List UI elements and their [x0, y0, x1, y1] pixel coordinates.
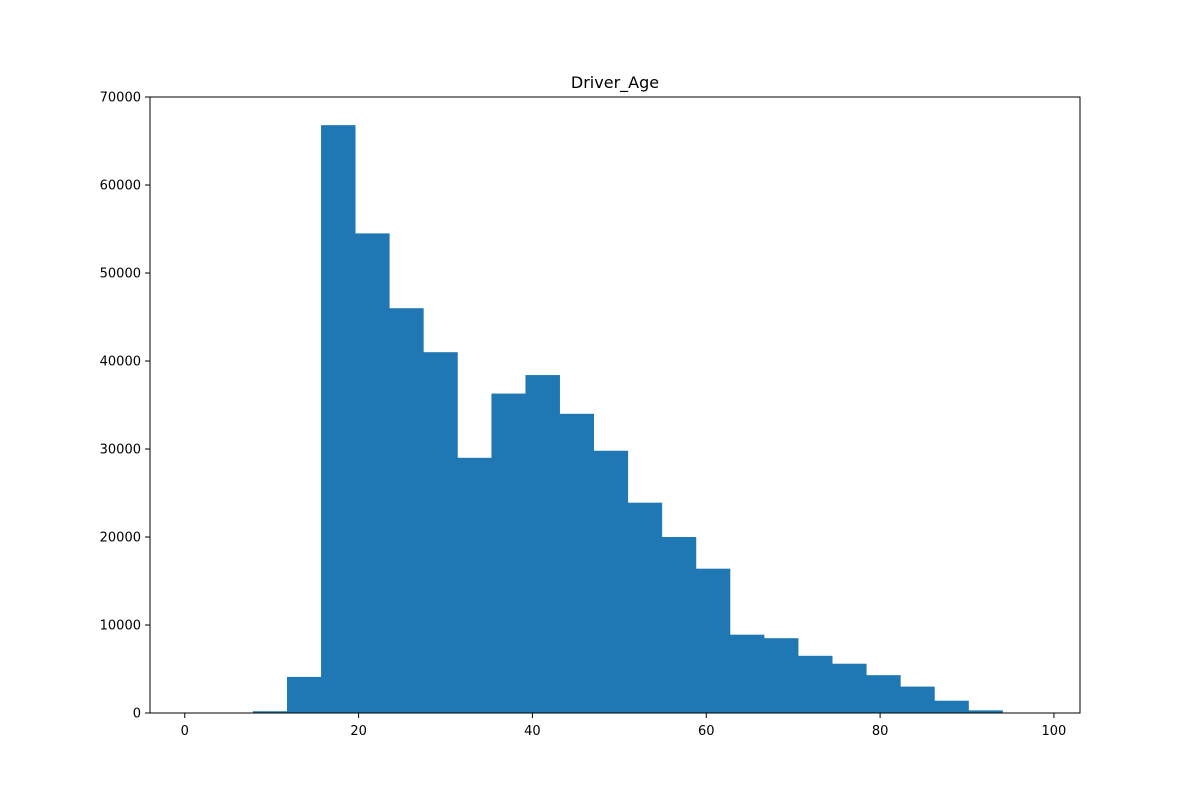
- y-tick-label: 50000: [100, 267, 141, 282]
- y-tick-label: 30000: [100, 443, 141, 458]
- histogram-bar-5: [355, 233, 390, 713]
- bars-group: [252, 125, 1003, 713]
- histogram-bar-23: [968, 710, 1003, 713]
- y-tick-label: 10000: [100, 619, 141, 634]
- histogram-bar-17: [763, 638, 799, 713]
- histogram-bar-13: [627, 502, 663, 713]
- histogram-bar-7: [423, 352, 458, 713]
- histogram-bar-4: [321, 125, 356, 713]
- histogram-bar-12: [593, 450, 629, 713]
- y-tick-label: 40000: [100, 355, 141, 370]
- plot-frame: [149, 96, 1081, 714]
- y-tick-label: 20000: [100, 531, 141, 546]
- histogram-bar-6: [389, 308, 424, 713]
- x-tick-label: 0: [181, 724, 189, 739]
- histogram-bar-15: [695, 568, 731, 713]
- histogram-bar-18: [798, 655, 833, 713]
- histogram-bar-16: [729, 634, 765, 713]
- histogram-bar-20: [866, 675, 901, 713]
- x-axis: 0 20 40 60 80 100: [181, 713, 1067, 739]
- histogram-bar-11: [559, 413, 595, 713]
- histogram-bar-10: [525, 375, 560, 713]
- y-axis: 0 10000 20000 30000 40000 50000 60000 70000: [100, 91, 150, 722]
- histogram-bar-3: [286, 676, 322, 713]
- y-tick-label: 0: [133, 707, 141, 722]
- x-tick-label: 40: [524, 724, 541, 739]
- histogram-bar-21: [900, 686, 935, 713]
- histogram-bar-9: [491, 393, 526, 713]
- histogram-bar-2: [252, 711, 288, 713]
- x-tick-label: 80: [872, 724, 889, 739]
- y-tick-label: 70000: [100, 91, 141, 106]
- chart-title: Driver_Age: [571, 73, 659, 93]
- x-tick-label: 60: [698, 724, 715, 739]
- y-tick-label: 60000: [100, 179, 141, 194]
- x-tick-label: 100: [1042, 724, 1067, 739]
- histogram-bar-8: [457, 457, 492, 713]
- histogram-bar-19: [832, 663, 867, 713]
- x-tick-label: 20: [350, 724, 367, 739]
- histogram-bar-14: [661, 537, 697, 713]
- histogram-bar-22: [934, 700, 969, 713]
